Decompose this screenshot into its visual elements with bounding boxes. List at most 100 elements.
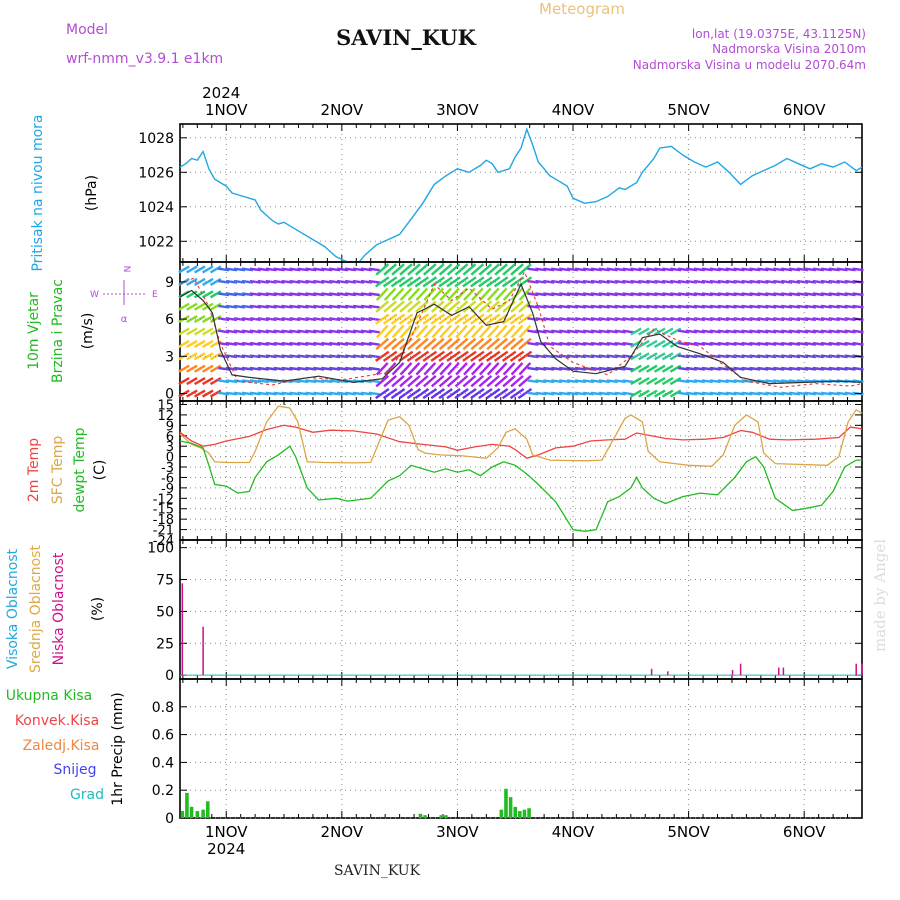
wind-barb: [852, 329, 864, 334]
wind-barb: [202, 277, 214, 286]
wind-barb: [399, 362, 413, 376]
wind-barb: [375, 350, 390, 362]
wind-barb: [471, 287, 484, 301]
x-day-label: 6NOV: [783, 823, 826, 841]
wind-barb: [194, 339, 206, 348]
x-year-label: 2024: [202, 84, 240, 102]
y-tick-label: -3: [161, 461, 174, 476]
wind-barb: [654, 364, 666, 373]
wind-barb: [646, 364, 658, 373]
panel-ylabel: 10m Vjetar: [26, 292, 42, 370]
wind-barb: [470, 263, 485, 276]
panel-ylabel: Visoka Oblacnost: [5, 548, 21, 669]
wind-barb: [470, 337, 485, 351]
wind-barb: [493, 350, 509, 362]
wind-barb: [518, 324, 532, 339]
wind-barb: [422, 276, 438, 288]
wind-barb: [186, 277, 198, 286]
wind-barb: [423, 337, 437, 351]
wind-barb: [654, 377, 666, 386]
y-tick-label: -21: [153, 524, 174, 539]
precip-legend: Ukupna Kisa Konvek.Kisa Zaledj.Kisa Snijeg G…: [6, 688, 104, 803]
x-day-label: 1NOV: [205, 823, 248, 841]
panel-wind: 0 3 6 9 10m Vjetar Brzina i Pravac (m/s) N W Eα: [26, 261, 864, 403]
wind-barb: [646, 339, 658, 348]
wind-barb: [383, 263, 397, 276]
wind-barb: [375, 337, 390, 351]
wind-barb: [391, 324, 405, 339]
wind-barb: [470, 374, 485, 388]
wind-barb: [178, 327, 190, 336]
wind-barb: [852, 341, 864, 346]
precip-bar: [185, 792, 189, 818]
panel-ylabel: (C): [92, 460, 108, 481]
precip-bar: [527, 808, 531, 818]
wind-barb: [202, 339, 214, 348]
wind-barb: [439, 324, 452, 339]
y-tick-label: -18: [153, 513, 174, 528]
wind-barb: [423, 374, 437, 388]
wind-barb: [478, 263, 493, 276]
y-tick-label: 9: [166, 419, 174, 434]
wind-barb: [383, 374, 397, 388]
wind-barb: [431, 287, 445, 301]
wind-barb: [415, 300, 429, 313]
wind-barb: [209, 302, 222, 311]
wind-barb: [494, 374, 508, 388]
wind-barb: [518, 374, 532, 388]
wind-barb: [186, 327, 198, 336]
wind-barb: [630, 364, 642, 373]
wind-barb: [209, 265, 222, 274]
wind-barb: [470, 388, 485, 400]
wind-barb: [406, 276, 422, 288]
precip-legend-item: Zaledj.Kisa: [23, 738, 100, 754]
wind-barb: [194, 389, 206, 398]
wind-barb: [446, 374, 461, 388]
wind-barb: [446, 300, 461, 313]
wind-barb: [661, 364, 674, 373]
panel-ylabel: 1hr Precip (mm): [110, 692, 126, 805]
model-altitude-text: Nadmorska Visina u modelu 2070.64m: [633, 58, 866, 72]
wind-barb: [438, 374, 453, 388]
wind-barb: [510, 374, 524, 388]
temp-line-1: [179, 405, 863, 467]
y-tick-label: 3: [165, 349, 174, 365]
wind-barb: [390, 388, 406, 400]
y-tick-label: 12: [157, 409, 174, 424]
wind-barb: [478, 374, 493, 388]
wind-barb: [390, 276, 406, 288]
wind-barb: [399, 300, 413, 313]
wind-barb: [669, 327, 682, 336]
wind-barb: [209, 364, 222, 373]
wind-barb: [494, 263, 508, 276]
wind-barb: [502, 324, 516, 339]
wind-barb: [622, 354, 634, 359]
compass-north: N: [121, 266, 131, 273]
wind-barb: [202, 315, 214, 324]
wind-barb: [479, 362, 492, 376]
wind-barb: [638, 389, 650, 398]
wind-barb: [202, 377, 214, 386]
wind-barb: [194, 302, 206, 311]
wind-barb: [462, 263, 477, 276]
y-tick-label: 6: [166, 430, 174, 445]
wind-barb: [391, 263, 405, 276]
wind-barb: [486, 263, 501, 276]
panel-ylabel: Srednja Oblacnost: [28, 545, 44, 673]
wind-barb: [486, 388, 501, 400]
precip-bar: [508, 797, 513, 818]
wind-barb: [375, 374, 390, 388]
wind-barb: [852, 366, 864, 371]
wind-barb: [368, 366, 380, 371]
y-tick-label: 1024: [138, 200, 174, 216]
y-tick-label: 0: [165, 387, 174, 403]
wind-barb: [407, 362, 421, 376]
wind-barb: [430, 337, 445, 351]
panel-ylabel: 2m Temp: [26, 438, 42, 502]
wind-barb: [447, 362, 460, 376]
wind-barb: [486, 350, 501, 362]
x-day-label: 1NOV: [205, 101, 248, 119]
wind-barb: [454, 263, 469, 276]
